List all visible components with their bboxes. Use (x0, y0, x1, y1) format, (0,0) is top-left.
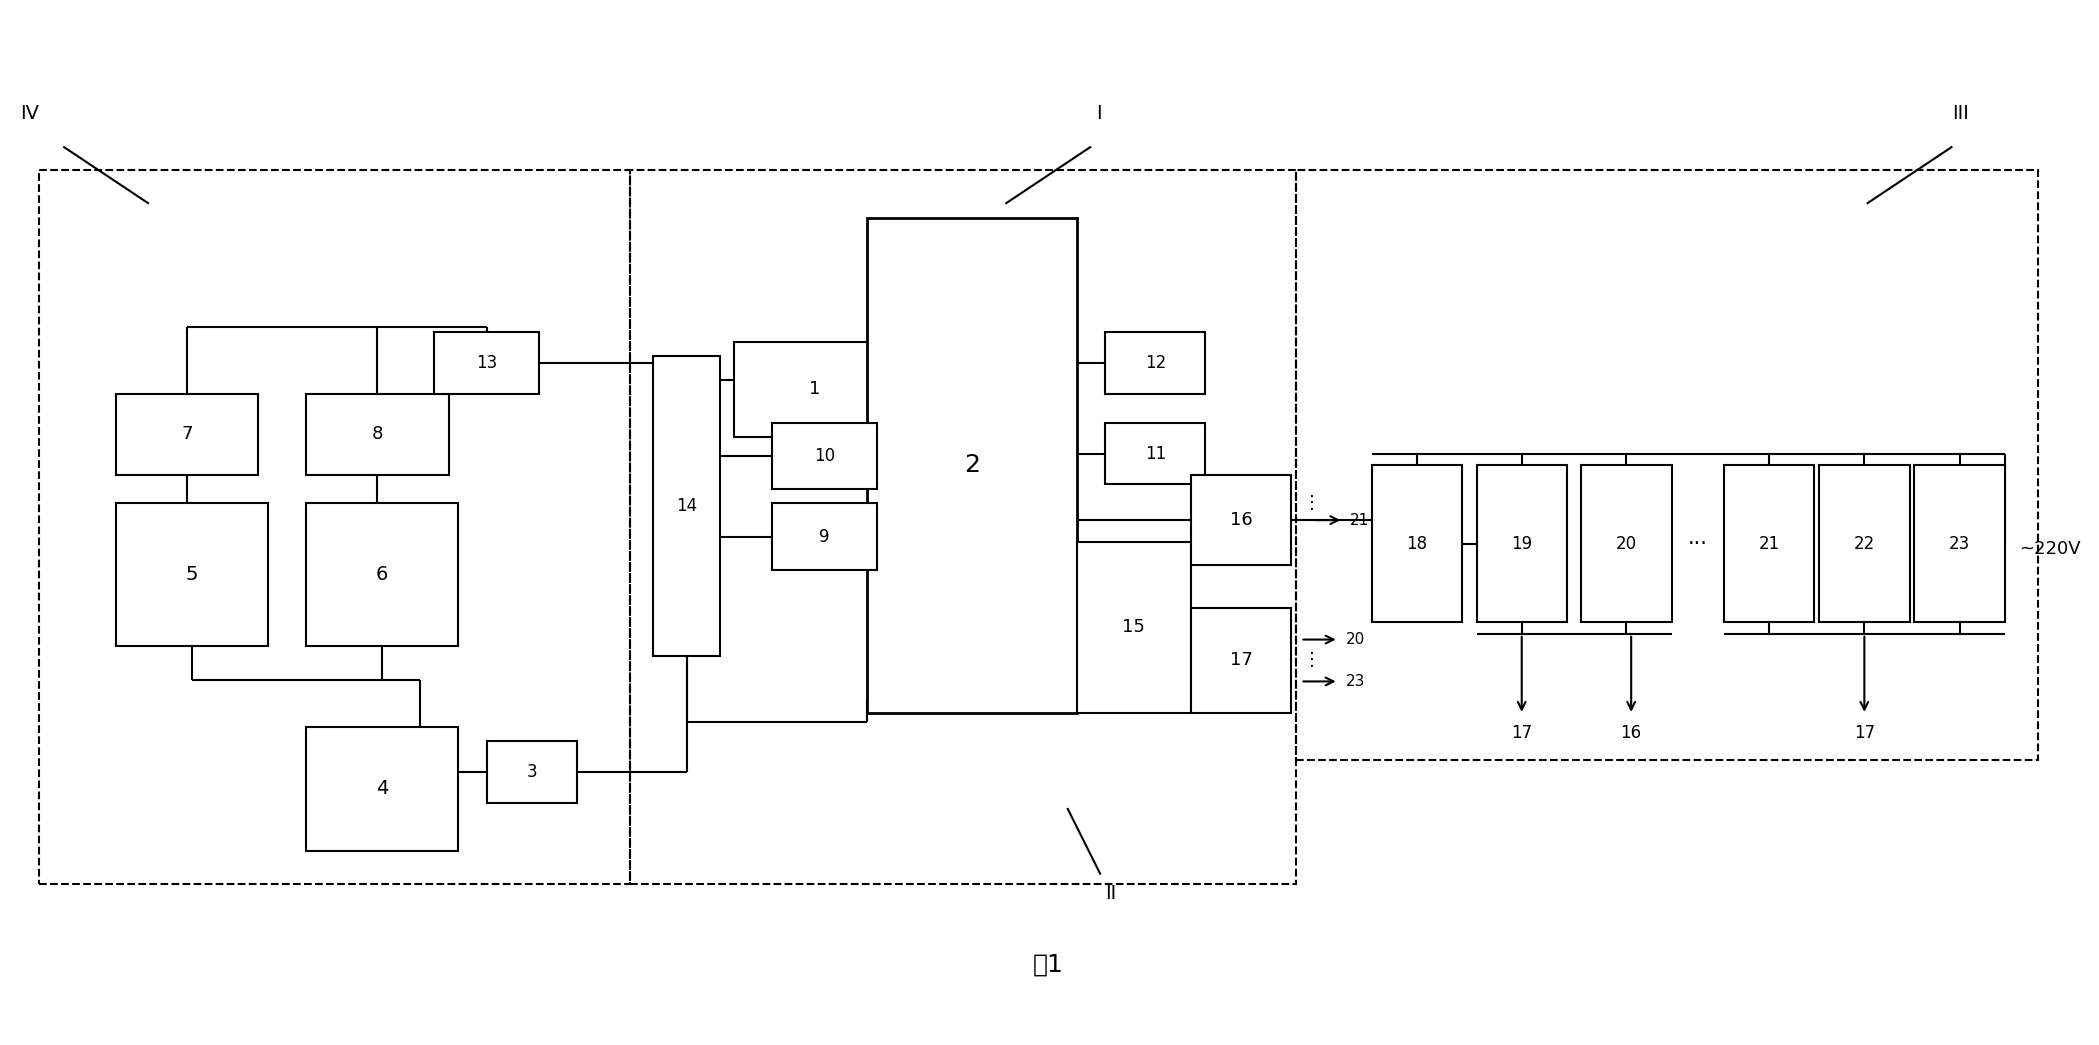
Bar (306, 504, 458, 646)
Bar (40, 170, 630, 884)
Bar (1190, 474, 1291, 565)
Text: 4: 4 (376, 780, 388, 798)
Text: 23: 23 (1345, 674, 1366, 689)
Bar (115, 504, 269, 646)
Text: 21: 21 (1759, 535, 1780, 553)
Text: 16: 16 (1230, 511, 1253, 529)
Text: 19: 19 (1511, 535, 1532, 553)
Text: 1: 1 (810, 380, 821, 398)
Bar (306, 727, 458, 851)
Text: 17: 17 (1230, 651, 1253, 670)
Text: 12: 12 (1144, 354, 1165, 372)
Bar (630, 170, 1295, 884)
Text: 18: 18 (1406, 535, 1427, 553)
Bar (735, 342, 896, 437)
Bar (1820, 465, 1910, 623)
Text: 23: 23 (1948, 535, 1971, 553)
Text: 16: 16 (1620, 724, 1641, 742)
Text: 9: 9 (819, 528, 829, 545)
Text: 6: 6 (376, 565, 388, 584)
Text: 8: 8 (372, 425, 382, 443)
Bar (1476, 465, 1568, 623)
Text: 3: 3 (527, 763, 537, 782)
Text: ⋮: ⋮ (1303, 651, 1320, 670)
Text: III: III (1952, 103, 1969, 122)
Bar (1077, 541, 1190, 713)
Bar (867, 218, 1077, 713)
Text: 17: 17 (1853, 724, 1874, 742)
Text: ···: ··· (1688, 534, 1709, 554)
Text: 20: 20 (1345, 632, 1364, 647)
Bar (434, 332, 539, 394)
Text: 15: 15 (1123, 619, 1146, 636)
Text: 17: 17 (1511, 724, 1532, 742)
Text: 21: 21 (1350, 513, 1369, 528)
Bar (772, 422, 877, 489)
Text: 5: 5 (185, 565, 197, 584)
Bar (1373, 465, 1463, 623)
Text: II: II (1106, 884, 1117, 903)
Bar (115, 394, 258, 474)
Bar (1295, 170, 2038, 761)
Text: I: I (1096, 103, 1102, 122)
Bar (772, 504, 877, 571)
Text: IV: IV (21, 103, 40, 122)
Bar (1581, 465, 1671, 623)
Bar (1723, 465, 1814, 623)
Bar (1190, 608, 1291, 713)
Text: 图1: 图1 (1033, 953, 1064, 977)
Text: 22: 22 (1853, 535, 1874, 553)
Bar (1914, 465, 2005, 623)
Bar (1106, 422, 1205, 485)
Text: 20: 20 (1616, 535, 1637, 553)
Text: 14: 14 (676, 496, 697, 515)
Bar (487, 741, 577, 804)
Text: 11: 11 (1144, 444, 1165, 463)
Bar (1106, 332, 1205, 394)
Bar (306, 394, 449, 474)
Text: ~220V: ~220V (2019, 540, 2080, 558)
Text: 7: 7 (181, 425, 193, 443)
Text: 2: 2 (963, 454, 980, 478)
Text: 13: 13 (476, 354, 497, 372)
Text: ⋮: ⋮ (1303, 494, 1320, 512)
Bar (653, 356, 720, 656)
Text: 10: 10 (814, 447, 835, 465)
